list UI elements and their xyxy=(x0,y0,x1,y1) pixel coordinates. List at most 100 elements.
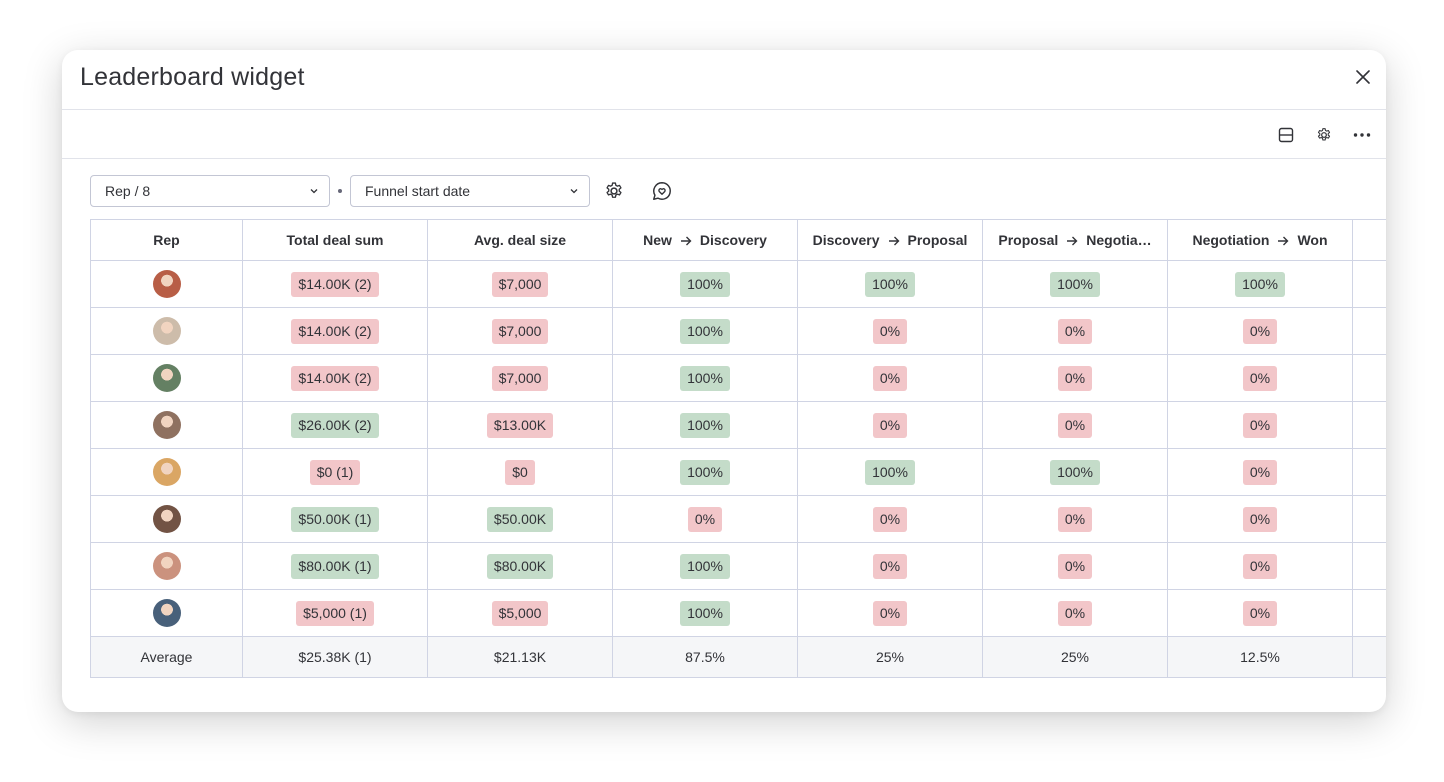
value-badge: $7,000 xyxy=(491,318,549,344)
stage-to-label: Proposal xyxy=(907,232,968,248)
stage-1-rate-cell: 100% xyxy=(612,448,798,496)
arrow-right-icon xyxy=(680,236,692,246)
value-badge: $0 (1) xyxy=(309,459,361,485)
gear-icon xyxy=(1317,128,1331,141)
header-stage-3[interactable]: Proposal Negotia… xyxy=(982,219,1168,261)
stage-4-rate-cell: 0% xyxy=(1167,542,1353,590)
stage-1-rate-cell: 100% xyxy=(612,589,798,637)
overflow-cell xyxy=(1352,589,1386,637)
header-stage-4[interactable]: Negotiation Won xyxy=(1167,219,1353,261)
leaderboard-table-container[interactable]: Rep Total deal sum Avg. deal size New Dis… xyxy=(90,219,1386,679)
average-avg: $21.13K xyxy=(427,636,613,678)
avatar[interactable] xyxy=(152,364,181,392)
value-badge: $14.00K (2) xyxy=(291,318,379,344)
overflow-cell xyxy=(1352,542,1386,590)
total-deal-sum-cell: $14.00K (2) xyxy=(242,354,428,402)
total-deal-sum-cell: $14.00K (2) xyxy=(242,260,428,308)
overflow-cell xyxy=(1352,307,1386,355)
settings-button[interactable] xyxy=(1313,124,1335,146)
avatar[interactable] xyxy=(152,599,181,627)
stage-1-rate-cell: 100% xyxy=(612,354,798,402)
header-avg-deal-size[interactable]: Avg. deal size xyxy=(427,219,613,261)
table-body: $14.00K (2) $7,000 100% 100% 100% 100% $14.00K… xyxy=(90,260,1386,678)
header-stage-2[interactable]: Discovery Proposal xyxy=(797,219,983,261)
stage-1-rate-cell: 100% xyxy=(612,260,798,308)
rep-cell xyxy=(90,448,243,496)
stage-2-rate-cell: 0% xyxy=(797,495,983,543)
avatar[interactable] xyxy=(152,552,181,580)
modal-header: Leaderboard widget xyxy=(62,50,1386,110)
stage-to-label: Negotia… xyxy=(1086,232,1152,248)
more-icon xyxy=(1353,133,1371,137)
value-badge: $80.00K (1) xyxy=(291,553,379,579)
stage-3-rate-cell: 0% xyxy=(982,589,1168,637)
stage-from-label: Discovery xyxy=(812,232,880,248)
chevron-down-icon xyxy=(310,189,318,194)
avg-deal-size-cell: $80.00K xyxy=(427,542,613,590)
stage-3-rate-cell: 0% xyxy=(982,354,1168,402)
header-stage-1[interactable]: New Discovery xyxy=(612,219,798,261)
feedback-button[interactable] xyxy=(650,179,674,203)
value-badge: $7,000 xyxy=(491,271,549,297)
stage-2-rate-cell: 0% xyxy=(797,542,983,590)
avatar[interactable] xyxy=(152,411,181,439)
value-badge: 0% xyxy=(1242,412,1278,438)
overflow-cell xyxy=(1352,401,1386,449)
arrow-right-icon xyxy=(888,236,900,246)
avatar[interactable] xyxy=(152,505,181,533)
value-badge: 100% xyxy=(680,553,730,579)
table-row[interactable]: $0 (1) $0 100% 100% 100% 0% xyxy=(90,448,1386,496)
stage-3-rate-cell: 0% xyxy=(982,495,1168,543)
rep-cell xyxy=(90,354,243,402)
value-badge: 0% xyxy=(1242,365,1278,391)
rep-cell xyxy=(90,589,243,637)
avatar[interactable] xyxy=(152,270,181,298)
value-badge: 0% xyxy=(1242,318,1278,344)
table-row[interactable]: $5,000 (1) $5,000 100% 0% 0% 0% xyxy=(90,589,1386,637)
table-row[interactable]: $14.00K (2) $7,000 100% 0% 0% 0% xyxy=(90,354,1386,402)
overflow-cell xyxy=(1352,354,1386,402)
table-row[interactable]: $50.00K (1) $50.00K 0% 0% 0% 0% xyxy=(90,495,1386,543)
average-label: Average xyxy=(90,636,243,678)
group-by-dropdown[interactable]: Rep / 8 xyxy=(90,175,330,207)
value-badge: 100% xyxy=(1050,271,1100,297)
value-badge: 100% xyxy=(680,271,730,297)
rep-cell xyxy=(90,495,243,543)
stage-1-rate-cell: 100% xyxy=(612,401,798,449)
stage-4-rate-cell: 0% xyxy=(1167,401,1353,449)
table-row[interactable]: $14.00K (2) $7,000 100% 0% 0% 0% xyxy=(90,307,1386,355)
value-badge: 0% xyxy=(872,318,908,344)
stage-3-rate-cell: 0% xyxy=(982,307,1168,355)
table-row[interactable]: $14.00K (2) $7,000 100% 100% 100% 100% xyxy=(90,260,1386,308)
stage-4-rate-cell: 0% xyxy=(1167,495,1353,543)
value-badge: 0% xyxy=(1057,600,1093,626)
header-total-deal-sum[interactable]: Total deal sum xyxy=(242,219,428,261)
date-field-dropdown[interactable]: Funnel start date xyxy=(350,175,590,207)
stage-2-rate-cell: 100% xyxy=(797,260,983,308)
leaderboard-widget-modal: Leaderboard widget xyxy=(62,50,1386,712)
overflow-cell xyxy=(1352,448,1386,496)
group-by-value: Rep / 8 xyxy=(105,183,151,199)
layout-button[interactable] xyxy=(1275,124,1297,146)
table-row[interactable]: $26.00K (2) $13.00K 100% 0% 0% 0% xyxy=(90,401,1386,449)
avg-deal-size-cell: $7,000 xyxy=(427,260,613,308)
header-rep[interactable]: Rep xyxy=(90,219,243,261)
value-badge: $5,000 (1) xyxy=(296,600,374,626)
value-badge: 100% xyxy=(680,365,730,391)
rep-cell xyxy=(90,401,243,449)
funnel-settings-button[interactable] xyxy=(602,179,626,203)
value-badge: 0% xyxy=(1057,506,1093,532)
value-badge: $50.00K xyxy=(486,506,554,532)
close-button[interactable] xyxy=(1352,66,1374,88)
more-options-button[interactable] xyxy=(1351,124,1373,146)
total-deal-sum-cell: $50.00K (1) xyxy=(242,495,428,543)
avatar[interactable] xyxy=(152,317,181,345)
avg-deal-size-cell: $7,000 xyxy=(427,354,613,402)
overflow-cell xyxy=(1352,495,1386,543)
stage-3-rate-cell: 0% xyxy=(982,542,1168,590)
table-row[interactable]: $80.00K (1) $80.00K 100% 0% 0% 0% xyxy=(90,542,1386,590)
avg-deal-size-cell: $7,000 xyxy=(427,307,613,355)
avatar[interactable] xyxy=(152,458,181,486)
rep-cell xyxy=(90,307,243,355)
gear-icon xyxy=(606,182,622,198)
